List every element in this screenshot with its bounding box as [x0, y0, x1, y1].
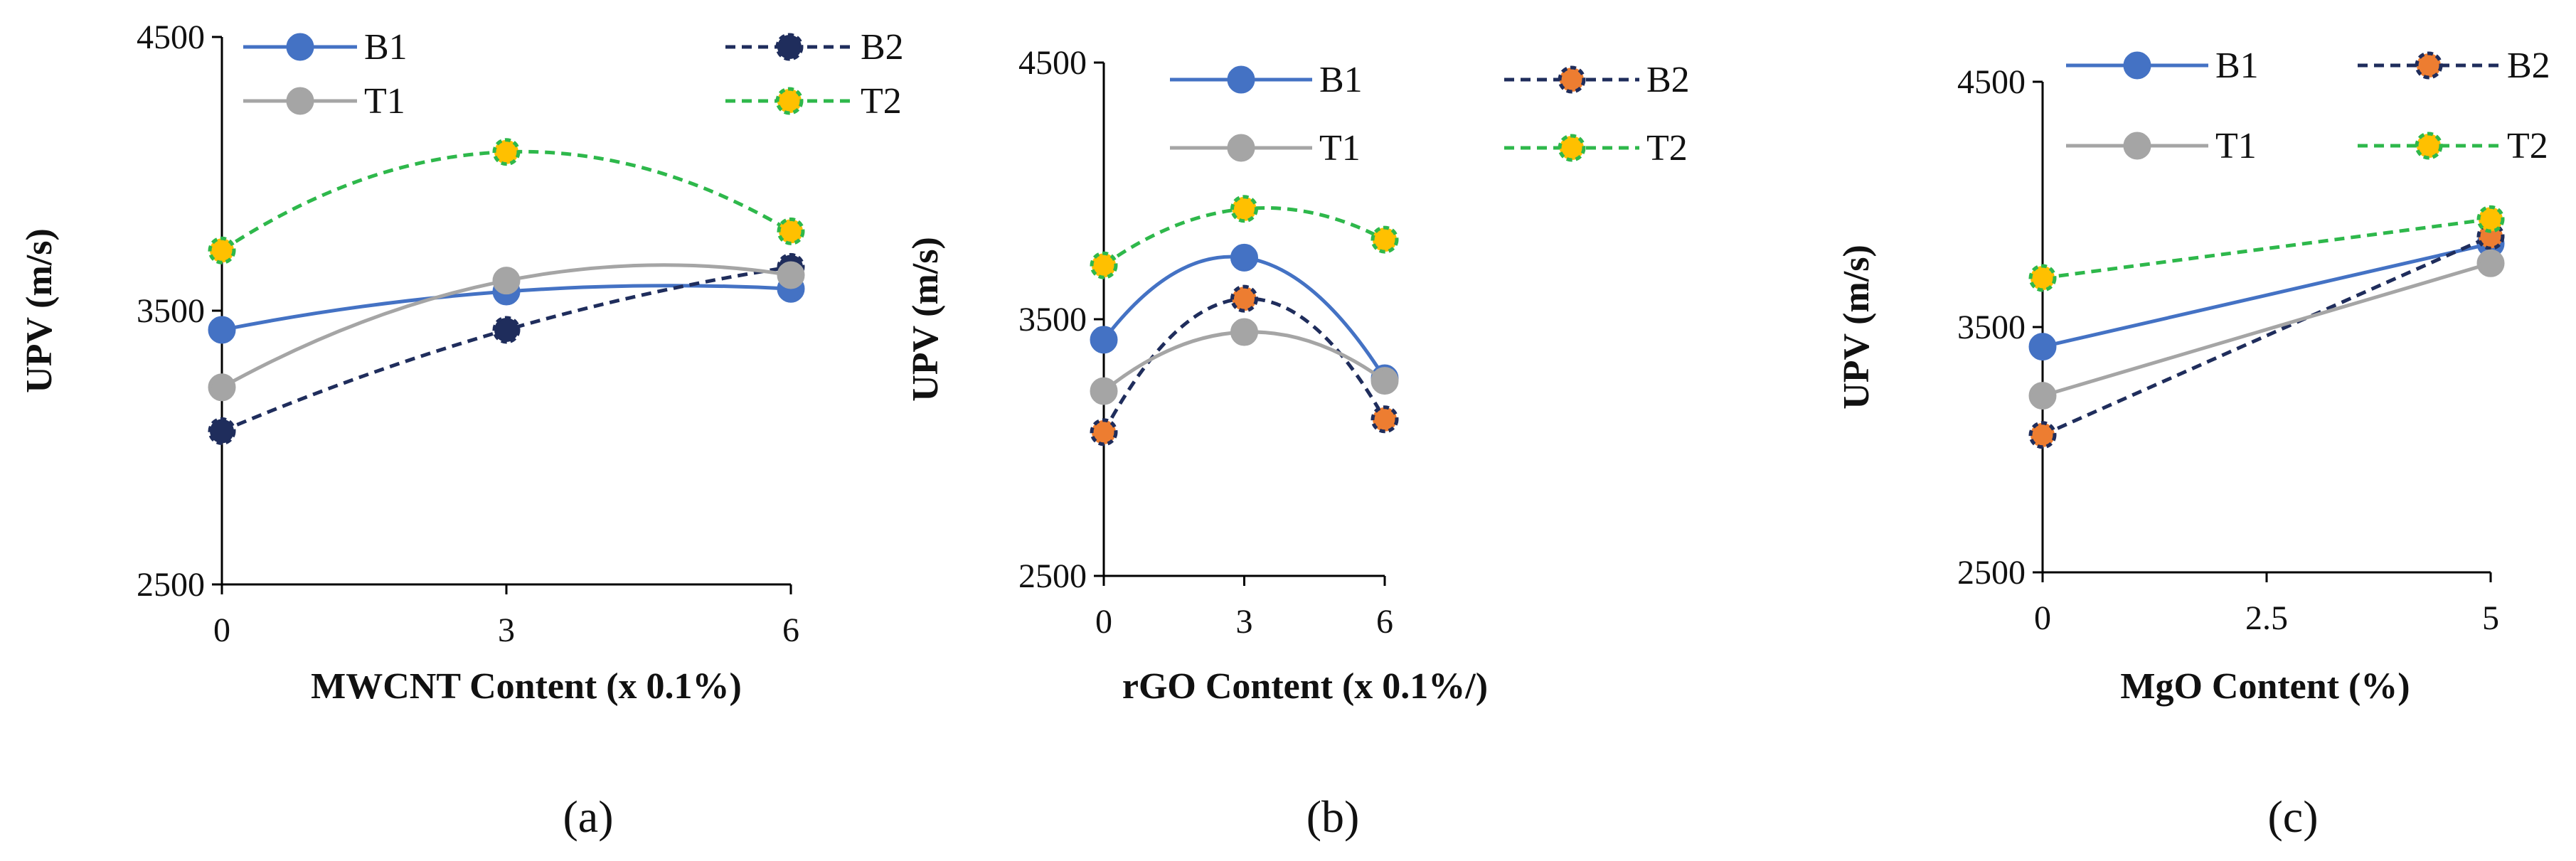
legend-label-t1: T1 — [1319, 128, 1361, 169]
data-point-t2 — [2028, 264, 2057, 292]
legend-marker-t2 — [1558, 134, 1586, 162]
y-axis-label: UPV (m/s) — [1836, 245, 1877, 410]
series-line-t2 — [2042, 217, 2491, 280]
data-point-t1 — [777, 261, 805, 289]
data-point-b2 — [492, 316, 521, 344]
data-point-b2 — [1230, 284, 1258, 313]
data-point-b1 — [208, 316, 236, 344]
data-point-t2 — [2476, 205, 2505, 233]
x-tick-label: 0 — [213, 611, 230, 649]
legend-label-b2: B2 — [1646, 60, 1690, 100]
legend-marker-b1 — [2123, 51, 2151, 80]
series-line-t1 — [2042, 261, 2491, 397]
data-point-t2 — [492, 138, 521, 166]
y-tick-label: 3500 — [137, 292, 205, 330]
y-tick-label: 2500 — [137, 566, 205, 604]
legend-marker-b2 — [1558, 65, 1586, 94]
panel-label: (b) — [1306, 791, 1360, 842]
legend-label-t2: T2 — [861, 81, 902, 122]
x-axis-label: rGO Content (x 0.1%/) — [1122, 666, 1488, 707]
series-line-t2 — [220, 149, 792, 252]
legend-marker-b1 — [1227, 65, 1255, 94]
x-axis-label: MgO Content (%) — [2120, 666, 2410, 707]
x-tick-label: 3 — [1236, 603, 1253, 641]
legend-label-b1: B1 — [2215, 46, 2259, 86]
data-point-t1 — [492, 267, 521, 295]
legend-label-b1: B1 — [1319, 60, 1363, 100]
data-point-b2 — [1371, 405, 1399, 434]
panel-label: (a) — [563, 791, 613, 842]
legend-label-t1: T1 — [2215, 126, 2257, 166]
legend-label-t2: T2 — [1646, 128, 1688, 169]
data-point-t1 — [1371, 367, 1399, 395]
y-tick-label: 2500 — [1957, 554, 2026, 592]
legend-label-t2: T2 — [2507, 126, 2548, 166]
data-point-t1 — [208, 373, 236, 402]
legend-marker-t2 — [2415, 132, 2443, 160]
y-tick-label: 4500 — [1018, 44, 1087, 82]
data-point-t2 — [1230, 195, 1258, 223]
legend-label-t1: T1 — [364, 81, 405, 122]
legend-marker-t1 — [2123, 132, 2151, 160]
series-line-b1 — [2042, 242, 2491, 349]
data-point-t1 — [2476, 249, 2505, 277]
legend-label-b2: B2 — [861, 27, 904, 68]
y-tick-label: 2500 — [1018, 557, 1087, 595]
y-tick-label: 4500 — [1957, 63, 2026, 101]
data-point-b2 — [1090, 418, 1118, 446]
legend-marker-t2 — [775, 87, 804, 115]
x-tick-label: 6 — [1376, 603, 1393, 641]
x-tick-label: 2.5 — [2245, 599, 2288, 637]
x-tick-label: 5 — [2482, 599, 2499, 637]
data-point-t1 — [1090, 377, 1118, 405]
series-line-b2 — [2041, 235, 2492, 437]
data-point-b1 — [1090, 326, 1118, 354]
data-point-t2 — [1090, 251, 1118, 279]
legend-label-b2: B2 — [2507, 46, 2550, 86]
legend-marker-t1 — [1227, 134, 1255, 162]
legend-marker-b2 — [2415, 51, 2443, 80]
data-point-t2 — [1371, 225, 1399, 254]
y-tick-label: 4500 — [137, 18, 205, 56]
y-axis-label: UPV (m/s) — [19, 228, 60, 393]
x-tick-label: 6 — [782, 611, 799, 649]
y-tick-label: 3500 — [1957, 309, 2026, 346]
legend-marker-b2 — [775, 33, 804, 61]
data-point-t2 — [777, 217, 805, 245]
y-tick-label: 3500 — [1018, 301, 1087, 338]
data-point-b2 — [2028, 421, 2057, 449]
legend-label-b1: B1 — [364, 27, 408, 68]
y-axis-label: UPV (m/s) — [905, 237, 946, 402]
data-point-t2 — [208, 236, 236, 264]
data-point-t1 — [1230, 318, 1258, 346]
panel-label: (c) — [2267, 791, 2318, 842]
x-tick-label: 0 — [1095, 603, 1112, 641]
data-point-b2 — [208, 417, 236, 445]
data-point-t1 — [2028, 382, 2057, 410]
data-point-b1 — [1230, 243, 1258, 272]
legend-marker-t1 — [286, 87, 314, 115]
x-tick-label: 3 — [498, 611, 515, 649]
x-axis-label: MWCNT Content (x 0.1%) — [311, 666, 742, 707]
legend-marker-b1 — [286, 33, 314, 61]
x-tick-label: 0 — [2034, 599, 2051, 637]
data-point-b1 — [2028, 333, 2057, 361]
